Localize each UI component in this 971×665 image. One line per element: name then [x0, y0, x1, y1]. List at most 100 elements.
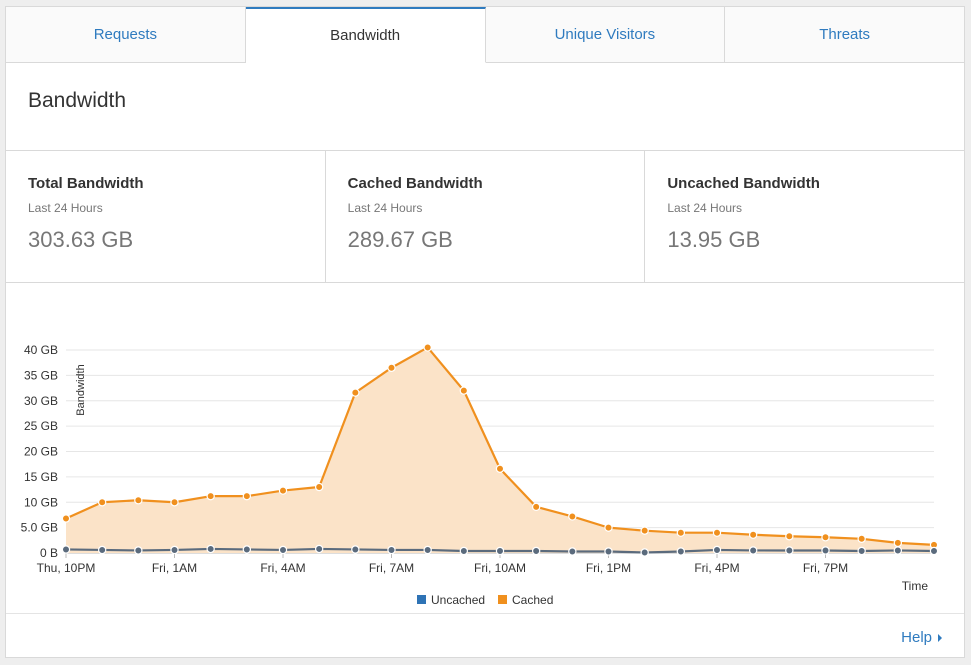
stat-value: 13.95 GB — [667, 227, 761, 252]
data-point-uncached — [640, 548, 649, 557]
data-point-uncached — [531, 546, 541, 556]
legend-label-uncached: Uncached — [431, 593, 485, 607]
data-point-cached — [61, 514, 71, 523]
legend-label-cached: Cached — [512, 593, 553, 607]
data-point-cached — [351, 388, 360, 397]
page-title: Bandwidth — [28, 89, 127, 112]
data-point-cached — [278, 486, 288, 495]
data-point-cached — [568, 512, 577, 521]
data-point-cached — [459, 386, 469, 395]
data-point-uncached — [314, 544, 324, 554]
y-tick-label: 0 B — [40, 546, 58, 560]
stat-title: Cached Bandwidth — [347, 175, 483, 192]
data-point-cached — [821, 533, 830, 542]
x-tick-label: Fri, 4AM — [260, 561, 305, 575]
bandwidth-chart-area: 0 B 5.0 GB 10 GB 15 GB 20 GB 25 GB 30 GB 35 GB 4… — [6, 283, 964, 613]
chart-footer: Help — [6, 613, 964, 659]
data-point-cached — [640, 526, 649, 535]
data-point-cached — [170, 498, 179, 507]
data-point-uncached — [278, 545, 288, 555]
data-point-uncached — [857, 546, 866, 556]
stat-total-bandwidth: Total Bandwidth Last 24 Hours 303.63 GB — [6, 151, 326, 282]
stat-subtitle: Last 24 Hours — [28, 201, 103, 215]
tab-requests[interactable]: Requests — [6, 7, 246, 63]
series-area-cached — [66, 347, 934, 553]
data-point-uncached — [676, 547, 686, 556]
stat-value: 303.63 GB — [28, 227, 134, 252]
data-point-cached — [423, 343, 432, 352]
tab-bar: Requests Bandwidth Unique Visitors Threa… — [6, 7, 964, 63]
y-tick-label: 35 GB — [24, 368, 58, 382]
x-axis-label: Time — [902, 579, 929, 593]
y-tick-label: 10 GB — [24, 495, 58, 509]
stat-value: 289.67 GB — [347, 227, 453, 252]
x-tick-label: Fri, 7PM — [803, 561, 848, 575]
y-tick-label: 30 GB — [24, 394, 58, 408]
title-row: Bandwidth — [6, 63, 964, 151]
data-point-uncached — [97, 545, 107, 555]
data-point-uncached — [387, 545, 396, 555]
data-point-uncached — [206, 544, 215, 554]
y-tick-label: 20 GB — [24, 445, 58, 459]
data-point-uncached — [495, 546, 505, 556]
tab-threats[interactable]: Threats — [725, 7, 964, 63]
legend-swatch-uncached — [417, 595, 426, 604]
legend-swatch-cached — [498, 595, 507, 604]
data-point-cached — [676, 528, 686, 537]
data-point-cached — [314, 482, 324, 492]
data-point-cached — [134, 496, 143, 505]
data-point-cached — [206, 491, 215, 501]
y-tick-label: 25 GB — [24, 419, 58, 433]
data-point-uncached — [61, 545, 71, 554]
data-point-cached — [712, 528, 722, 537]
bandwidth-card: Requests Bandwidth Unique Visitors Threa… — [5, 6, 965, 658]
help-link[interactable]: Help — [901, 629, 942, 646]
data-point-cached — [97, 498, 107, 507]
data-point-cached — [893, 538, 903, 548]
data-point-uncached — [568, 547, 577, 556]
y-tick-label: 5.0 GB — [21, 521, 58, 535]
x-tick-label: Fri, 10AM — [474, 561, 526, 575]
data-point-cached — [857, 534, 866, 543]
stat-title: Total Bandwidth — [28, 175, 144, 192]
y-tick-label: 15 GB — [24, 470, 58, 484]
tab-bandwidth[interactable]: Bandwidth — [245, 7, 486, 63]
bandwidth-chart: 0 B 5.0 GB 10 GB 15 GB 20 GB 25 GB 30 GB 35 GB 4… — [21, 343, 939, 607]
tab-unique-visitors[interactable]: Unique Visitors — [485, 7, 726, 63]
data-point-uncached — [423, 545, 432, 555]
data-point-uncached — [242, 545, 252, 554]
data-point-uncached — [929, 546, 939, 556]
help-label: Help — [901, 629, 932, 646]
stat-title: Uncached Bandwidth — [667, 175, 820, 192]
data-point-uncached — [893, 546, 903, 555]
data-point-cached — [785, 532, 794, 541]
data-point-cached — [531, 502, 541, 512]
data-point-uncached — [351, 545, 360, 554]
data-point-uncached — [459, 546, 469, 556]
data-point-cached — [604, 523, 613, 532]
data-point-cached — [242, 491, 252, 501]
x-tick-label: Fri, 1AM — [152, 561, 197, 575]
data-point-uncached — [821, 546, 830, 555]
y-axis-label: Bandwidth — [75, 364, 87, 415]
y-tick-label: 40 GB — [24, 343, 58, 357]
stat-cached-bandwidth: Cached Bandwidth Last 24 Hours 289.67 GB — [326, 151, 646, 282]
data-point-uncached — [134, 546, 143, 555]
stat-uncached-bandwidth: Uncached Bandwidth Last 24 Hours 13.95 G… — [645, 151, 964, 282]
data-point-cached — [495, 464, 505, 473]
stats-row: Total Bandwidth Last 24 Hours 303.63 GB … — [6, 151, 964, 283]
x-tick-label: Thu, 10PM — [37, 561, 96, 575]
x-tick-label: Fri, 7AM — [369, 561, 414, 575]
data-point-cached — [387, 363, 396, 372]
x-tick-label: Fri, 1PM — [586, 561, 631, 575]
data-point-uncached — [604, 547, 613, 556]
data-point-uncached — [712, 545, 722, 555]
data-point-cached — [748, 530, 758, 539]
caret-right-icon — [938, 633, 942, 642]
x-tick-label: Fri, 4PM — [694, 561, 739, 575]
stat-subtitle: Last 24 Hours — [347, 201, 423, 215]
data-point-uncached — [170, 545, 179, 555]
data-point-uncached — [748, 546, 758, 555]
data-point-uncached — [785, 546, 794, 555]
stat-subtitle: Last 24 Hours — [667, 201, 743, 215]
